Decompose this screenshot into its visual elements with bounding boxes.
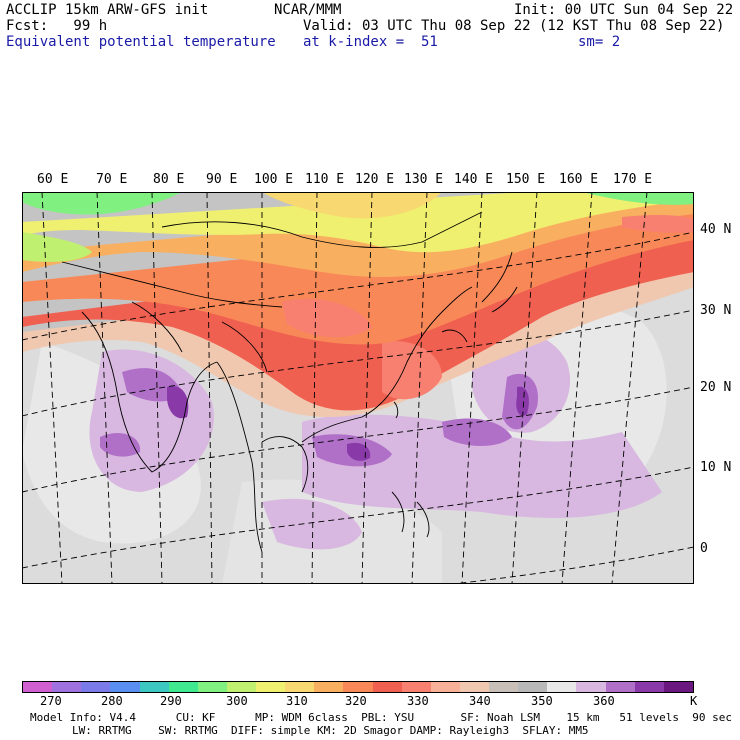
colorbar-swatch — [256, 682, 286, 692]
colorbar-swatch — [372, 682, 402, 692]
lon-label: 170 E — [613, 172, 653, 187]
colorbar — [22, 681, 694, 693]
model-info-line1: Model Info: V4.4 CU: KF MP: WDM 6class P… — [30, 711, 732, 724]
colorbar-label: 320 — [345, 694, 367, 708]
lon-label: 80 E — [153, 172, 185, 187]
theta-e-map — [22, 192, 694, 584]
lat-label: 40 N — [700, 222, 732, 237]
colorbar-label: 350 — [531, 694, 553, 708]
coastline-china — [301, 286, 473, 443]
coastline-philippines — [391, 491, 430, 538]
lon-label: 110 E — [305, 172, 345, 187]
smoothing: sm= 2 — [578, 34, 621, 50]
lat-label: 30 N — [700, 303, 732, 318]
lon-label: 100 E — [254, 172, 294, 187]
colorbar-swatch — [285, 682, 315, 692]
colorbar-swatch — [23, 682, 53, 692]
colorbar-swatch — [139, 682, 169, 692]
colorbar-label: 270 — [40, 694, 62, 708]
colorbar-swatch — [663, 682, 693, 692]
colorbar-swatch — [226, 682, 256, 692]
lon-label: 150 E — [506, 172, 546, 187]
lon-label: 120 E — [355, 172, 395, 187]
variable-name: Equivalent potential temperature — [6, 34, 276, 50]
colorbar-swatch — [110, 682, 140, 692]
colorbar-swatch — [197, 682, 227, 692]
model-info-line2: LW: RRTMG SW: RRTMG DIFF: simple KM: 2D … — [72, 724, 589, 737]
colorbar-swatch — [605, 682, 635, 692]
graticule-lat — [22, 231, 694, 341]
lon-label: 90 E — [206, 172, 238, 187]
organization: NCAR/MMM — [274, 2, 342, 18]
colorbar-label: 280 — [101, 694, 123, 708]
init-time: Init: 00 UTC Sun 04 Sep 22 — [514, 2, 734, 18]
lon-label: 70 E — [96, 172, 128, 187]
field-yellow — [22, 192, 694, 253]
colorbar-swatch — [518, 682, 548, 692]
coastline-taiwan — [393, 401, 399, 419]
lat-label: 20 N — [700, 380, 732, 395]
graticule-lon — [41, 192, 63, 584]
colorbar-label: 330 — [407, 694, 429, 708]
lon-label: 60 E — [37, 172, 69, 187]
colorbar-swatch — [459, 682, 489, 692]
colorbar-label: 340 — [469, 694, 491, 708]
colorbar-swatch — [81, 682, 111, 692]
lon-label: 140 E — [454, 172, 494, 187]
colorbar-swatch — [430, 682, 460, 692]
lat-label: 0 — [700, 541, 708, 556]
colorbar-swatch — [634, 682, 664, 692]
forecast-hour: Fcst: 99 h — [6, 18, 108, 34]
valid-time: Valid: 03 UTC Thu 08 Sep 22 (12 KST Thu … — [303, 18, 725, 34]
coastline-korea-japan — [441, 251, 518, 343]
colorbar-label: 310 — [286, 694, 308, 708]
colorbar-swatch — [401, 682, 431, 692]
coastline-india — [81, 311, 218, 473]
lon-label: 160 E — [559, 172, 599, 187]
colorbar-label: 360 — [593, 694, 615, 708]
level-index: at k-index = 51 — [303, 34, 438, 50]
run-title: ACCLIP 15km ARW-GFS init — [6, 2, 209, 18]
lon-label: 130 E — [404, 172, 444, 187]
colorbar-swatch — [576, 682, 606, 692]
colorbar-label: 300 — [226, 694, 248, 708]
colorbar-swatch — [314, 682, 344, 692]
coastline-se-asia — [216, 361, 309, 553]
border-mongolia — [161, 211, 483, 248]
colorbar-swatch — [489, 682, 519, 692]
field-green — [22, 192, 182, 215]
colorbar-swatch — [168, 682, 198, 692]
colorbar-swatch — [52, 682, 82, 692]
colorbar-unit: K — [690, 694, 698, 708]
colorbar-label: 290 — [160, 694, 182, 708]
colorbar-swatch — [343, 682, 373, 692]
lat-label: 10 N — [700, 460, 732, 475]
colorbar-swatch — [547, 682, 577, 692]
